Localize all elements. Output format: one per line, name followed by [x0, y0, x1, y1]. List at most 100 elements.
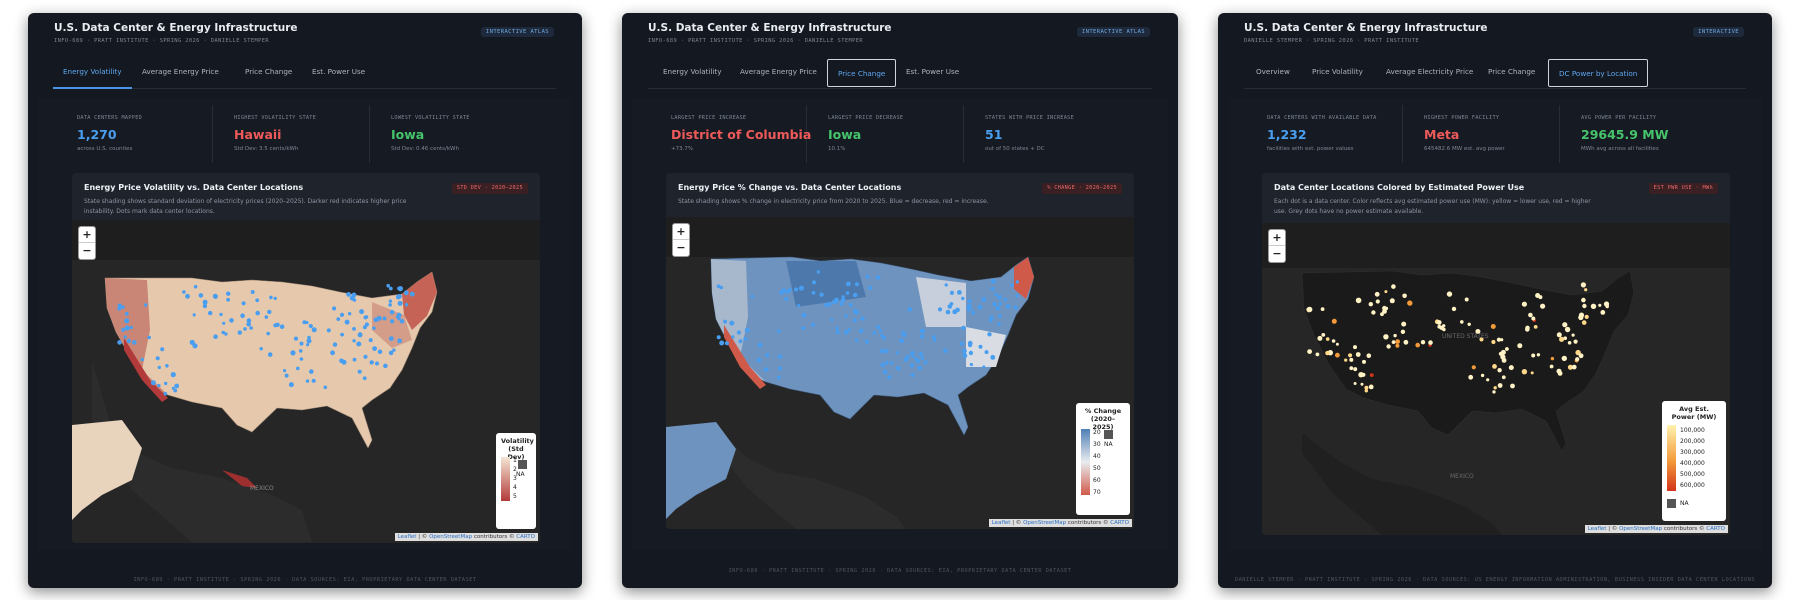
data-center-dot[interactable]: [989, 315, 994, 320]
data-center-dot[interactable]: [738, 339, 743, 344]
data-center-dot[interactable]: [150, 380, 156, 386]
data-center-dot[interactable]: [1556, 332, 1562, 338]
data-center-dot[interactable]: [1368, 302, 1373, 307]
data-center-dot[interactable]: [724, 341, 729, 346]
data-center-dot[interactable]: [383, 363, 388, 369]
data-center-dot[interactable]: [937, 307, 943, 312]
data-center-dot[interactable]: [249, 326, 253, 330]
data-center-dot[interactable]: [743, 336, 748, 341]
data-center-dot[interactable]: [853, 308, 858, 313]
carto-link[interactable]: CARTO: [1706, 526, 1725, 532]
data-center-dot[interactable]: [397, 338, 402, 344]
data-center-dot[interactable]: [1563, 336, 1567, 340]
data-center-dot[interactable]: [812, 280, 816, 285]
data-center-dot[interactable]: [219, 312, 223, 317]
data-center-dot[interactable]: [1003, 297, 1008, 302]
data-center-dot[interactable]: [1467, 322, 1471, 326]
data-center-dot[interactable]: [165, 364, 169, 368]
data-center-dot[interactable]: [840, 297, 846, 303]
data-center-dot[interactable]: [852, 292, 858, 298]
data-center-dot[interactable]: [947, 304, 953, 309]
data-center-dot[interactable]: [1315, 352, 1320, 357]
data-center-dot[interactable]: [750, 294, 755, 299]
data-center-dot[interactable]: [132, 340, 137, 345]
data-center-dot[interactable]: [978, 344, 983, 349]
data-center-dot[interactable]: [202, 303, 208, 309]
leaflet-map[interactable]: MEXICO + − Volatility (Std Dev) 1 2 3 4 …: [72, 220, 540, 543]
data-center-dot[interactable]: [1353, 382, 1357, 385]
data-center-dot[interactable]: [1395, 343, 1400, 348]
state-northeast-high[interactable]: [402, 272, 437, 330]
data-center-dot[interactable]: [846, 281, 851, 287]
state-southeast[interactable]: [966, 327, 1006, 367]
data-center-dot[interactable]: [358, 332, 362, 336]
data-center-dot[interactable]: [1582, 303, 1587, 309]
data-center-dot[interactable]: [884, 349, 889, 354]
data-center-dot[interactable]: [736, 330, 741, 335]
data-center-dot[interactable]: [731, 335, 735, 339]
data-center-dot[interactable]: [716, 335, 721, 340]
data-center-dot[interactable]: [397, 300, 403, 306]
data-center-dot[interactable]: [202, 299, 208, 305]
data-center-dot[interactable]: [918, 351, 924, 357]
data-center-dot[interactable]: [375, 361, 379, 366]
state-alaska[interactable]: [666, 422, 736, 519]
osm-link[interactable]: OpenStreetMap: [429, 534, 473, 540]
data-center-dot[interactable]: [1559, 336, 1565, 342]
data-center-dot[interactable]: [364, 322, 369, 327]
data-center-dot[interactable]: [907, 307, 913, 312]
data-center-dot[interactable]: [1490, 324, 1496, 329]
data-center-dot[interactable]: [352, 357, 357, 362]
data-center-dot[interactable]: [1307, 349, 1312, 354]
data-center-dot[interactable]: [1521, 369, 1528, 375]
state-alaska[interactable]: [72, 420, 142, 520]
data-center-dot[interactable]: [794, 287, 799, 292]
tab-price-volatility[interactable]: Price Volatility: [1312, 67, 1363, 76]
zoom-out-button[interactable]: −: [676, 241, 686, 254]
data-center-dot[interactable]: [801, 312, 807, 318]
data-center-dot[interactable]: [841, 295, 845, 299]
data-center-dot[interactable]: [1564, 326, 1571, 333]
data-center-dot[interactable]: [1362, 359, 1366, 364]
data-center-dot[interactable]: [844, 314, 848, 318]
data-center-dot[interactable]: [1446, 291, 1453, 297]
data-center-dot[interactable]: [961, 296, 965, 301]
data-center-dot[interactable]: [1395, 339, 1400, 344]
data-center-dot[interactable]: [1349, 357, 1354, 362]
data-center-dot[interactable]: [1384, 290, 1388, 294]
data-center-dot[interactable]: [994, 292, 998, 296]
data-center-dot[interactable]: [129, 325, 134, 330]
data-center-dot[interactable]: [1571, 333, 1575, 337]
data-center-dot[interactable]: [872, 331, 877, 335]
data-center-dot[interactable]: [1403, 339, 1409, 345]
data-center-dot[interactable]: [887, 375, 892, 380]
state-maine-high[interactable]: [1014, 257, 1034, 299]
data-center-dot[interactable]: [967, 299, 972, 304]
data-center-dot[interactable]: [952, 309, 958, 315]
data-center-dot[interactable]: [1598, 303, 1602, 307]
tab-average-energy-price[interactable]: Average Energy Price: [142, 67, 219, 76]
osm-link[interactable]: OpenStreetMap: [1619, 526, 1663, 532]
data-center-dot[interactable]: [305, 379, 310, 383]
data-center-dot[interactable]: [944, 283, 948, 287]
data-center-dot[interactable]: [121, 327, 126, 332]
data-center-dot[interactable]: [246, 318, 252, 323]
data-center-dot[interactable]: [957, 290, 962, 295]
data-center-dot[interactable]: [1492, 390, 1496, 394]
tab-overview[interactable]: Overview: [1256, 67, 1290, 76]
data-center-dot[interactable]: [844, 329, 849, 335]
data-center-dot[interactable]: [1331, 339, 1336, 343]
data-center-dot[interactable]: [224, 332, 228, 336]
data-center-dot[interactable]: [1540, 303, 1546, 309]
data-center-dot[interactable]: [255, 298, 260, 303]
data-center-dot[interactable]: [296, 366, 300, 371]
data-center-dot[interactable]: [229, 318, 234, 323]
data-center-dot[interactable]: [765, 353, 770, 358]
data-center-dot[interactable]: [1306, 307, 1311, 312]
data-center-dot[interactable]: [305, 320, 309, 325]
data-center-dot[interactable]: [860, 316, 865, 321]
data-center-dot[interactable]: [326, 328, 331, 333]
data-center-dot[interactable]: [919, 328, 925, 334]
data-center-dot[interactable]: [1497, 383, 1503, 388]
data-center-dot[interactable]: [1355, 297, 1362, 304]
